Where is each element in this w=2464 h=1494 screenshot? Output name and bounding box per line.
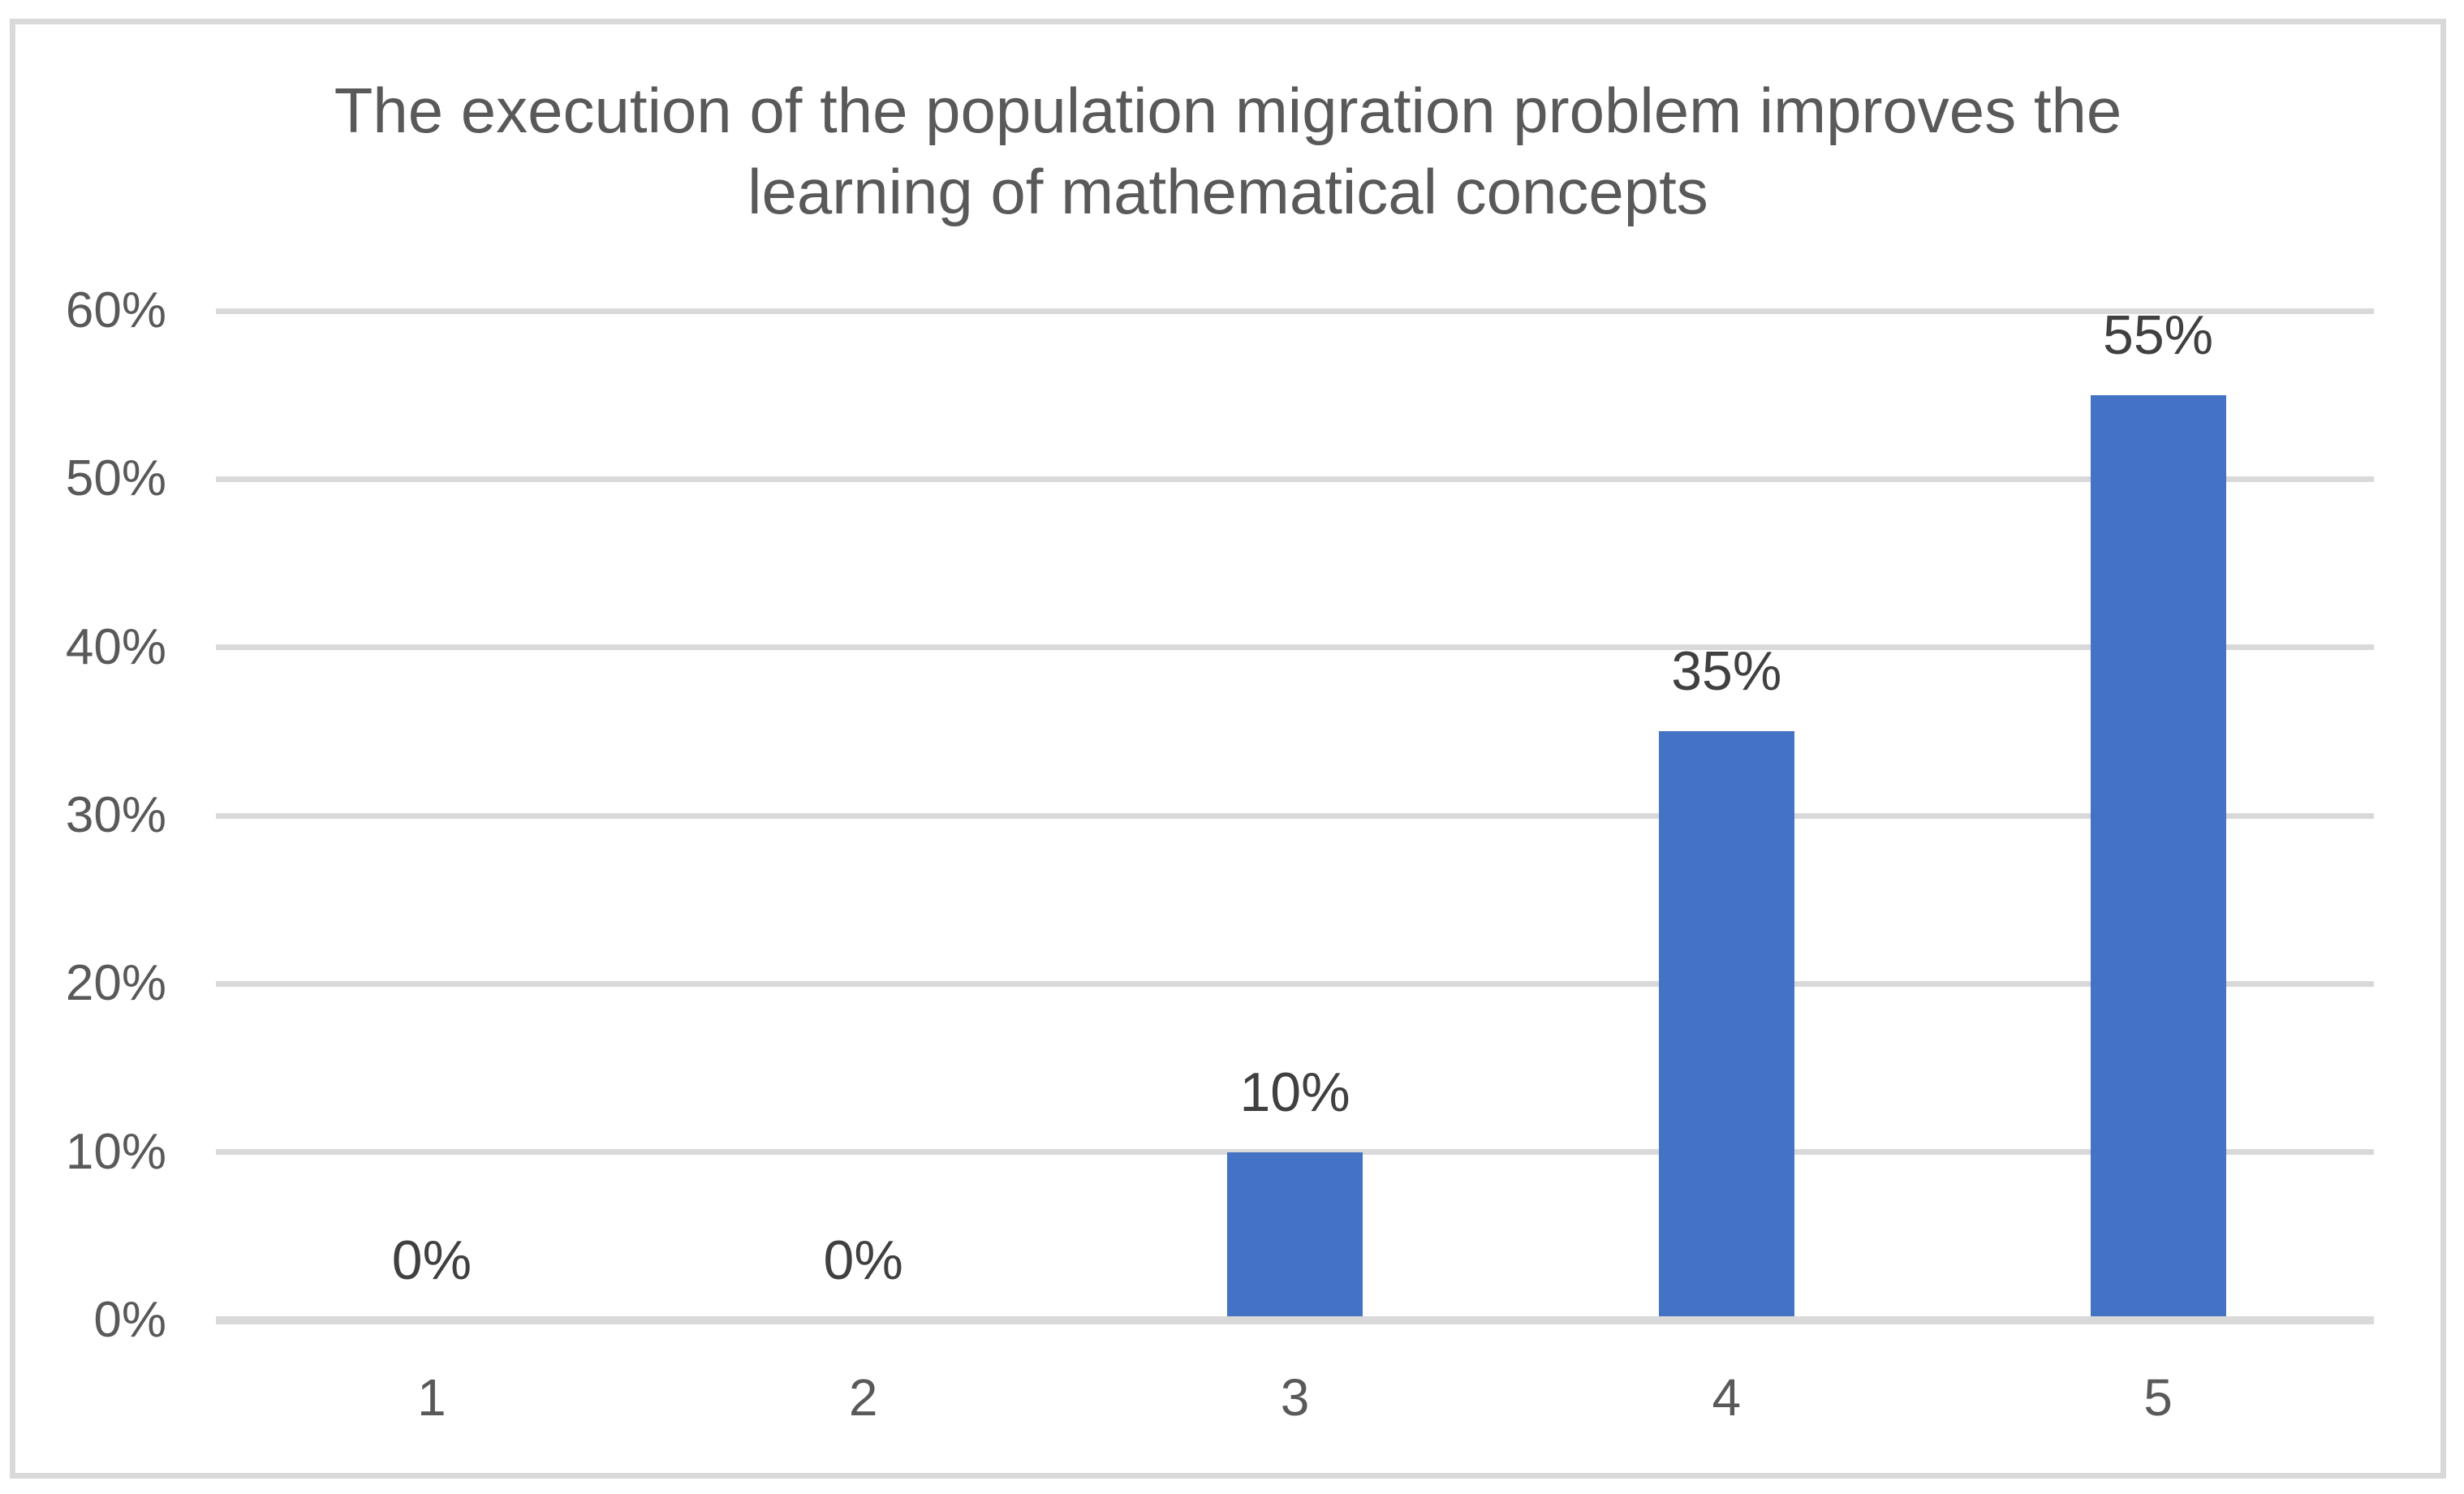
data-label: 10% — [1239, 1061, 1350, 1123]
x-axis-category-label: 2 — [848, 1368, 878, 1427]
chart-title: The execution of the population migratio… — [15, 70, 2440, 232]
gridline — [216, 476, 2374, 482]
data-label: 0% — [823, 1229, 903, 1291]
y-axis-tick-label: 50% — [65, 450, 166, 507]
data-label: 0% — [391, 1229, 472, 1291]
y-axis-tick-label: 0% — [93, 1292, 166, 1348]
gridline — [216, 812, 2374, 819]
plot-area: 0% 10% 20% 30% 40% 50% 60% 0% 1 0% 2 10% 3 35% 4 55% 5 — [66, 286, 2374, 1426]
y-axis-tick-label: 20% — [65, 955, 166, 1012]
gridline — [216, 980, 2374, 987]
bar-category-5 — [2090, 394, 2226, 1320]
x-axis-line — [216, 1316, 2374, 1324]
y-axis-tick-label: 10% — [65, 1123, 166, 1180]
y-axis-tick-label: 60% — [65, 282, 166, 338]
gridline — [216, 308, 2374, 314]
x-axis-category-label: 3 — [1280, 1368, 1310, 1427]
data-label: 55% — [2103, 304, 2214, 366]
bar-chart: The execution of the population migratio… — [10, 19, 2446, 1479]
y-axis-tick-label: 40% — [65, 618, 166, 675]
data-label: 35% — [1671, 640, 1782, 703]
y-axis-tick-label: 30% — [65, 787, 166, 843]
bar-category-3 — [1227, 1152, 1363, 1320]
chart-title-line: The execution of the population migratio… — [334, 75, 2122, 146]
bar-category-4 — [1658, 731, 1794, 1320]
x-axis-category-label: 1 — [417, 1368, 446, 1427]
chart-title-line: learning of mathematical concepts — [747, 156, 1708, 227]
x-axis-category-label: 4 — [1712, 1368, 1742, 1427]
gridline — [216, 644, 2374, 651]
x-axis-category-label: 5 — [2143, 1368, 2173, 1427]
